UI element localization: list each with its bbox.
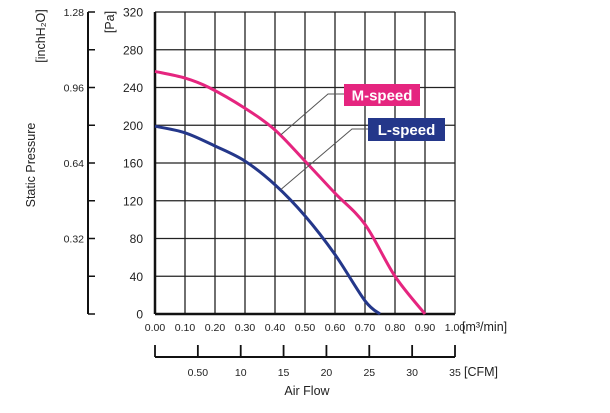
x2-tick-label: 15 xyxy=(278,367,290,379)
y-tick-label: 0 xyxy=(136,308,143,322)
x2-tick-label: 10 xyxy=(235,367,247,379)
x-tick-label: 0.90 xyxy=(415,322,436,334)
x-unit-label: [m³/min] xyxy=(462,320,507,334)
x2-unit-label: [CFM] xyxy=(464,365,498,379)
legend-box-m-speed xyxy=(344,84,420,106)
y-tick-label: 280 xyxy=(123,43,143,57)
y-tick-label: 160 xyxy=(123,157,143,171)
y2-tick-label: 1.28 xyxy=(64,7,85,19)
y-tick-label: 40 xyxy=(130,270,144,284)
x-tick-label: 0.70 xyxy=(355,322,376,334)
y-tick-label: 240 xyxy=(123,81,143,95)
x-axis-title: Air Flow xyxy=(284,384,330,398)
x2-tick-label: 35 xyxy=(449,367,461,379)
y2-unit-label: [inchH₂O] xyxy=(34,9,48,62)
x-tick-label: 0.10 xyxy=(175,322,196,334)
legend-label: L-speed xyxy=(378,122,436,139)
x2-tick-label: 25 xyxy=(363,367,375,379)
x-tick-label: 1.00 xyxy=(445,322,466,334)
x-tick-label: 0.50 xyxy=(295,322,316,334)
callout-leader xyxy=(280,128,368,190)
legend-label: M-speed xyxy=(352,88,413,105)
y-tick-label: 320 xyxy=(123,6,143,20)
legend-box-l-speed xyxy=(368,118,445,141)
x-tick-label: 0.40 xyxy=(265,322,286,334)
y-tick-label: 80 xyxy=(130,232,144,246)
x-tick-label: 0.30 xyxy=(235,322,256,334)
x-tick-label: 0.60 xyxy=(325,322,346,334)
y2-tick-label: 0.64 xyxy=(64,158,85,170)
series-line-m-speed xyxy=(154,69,427,315)
curves xyxy=(154,69,427,316)
labels: [m³/min] [CFM] Air Flow Static Pressure [inc… xyxy=(24,9,507,398)
y-unit-label: [Pa] xyxy=(103,11,117,33)
series-line-l-speed xyxy=(154,124,381,316)
x2-tick-label: 0.50 xyxy=(188,367,209,379)
x-tick-label: 0.80 xyxy=(385,322,406,334)
y2-tick-label: 0.96 xyxy=(64,83,85,95)
axes: 0.00 0.10 0.20 0.30 0.40 0.50 0.60 0.70 0.80 0.90… xyxy=(64,6,466,380)
x2-tick-label: 20 xyxy=(321,367,333,379)
callout-leader xyxy=(280,93,344,136)
y-tick-label: 120 xyxy=(123,194,143,208)
x-tick-label: 0.20 xyxy=(205,322,226,334)
y2-tick-label: 0.32 xyxy=(64,234,85,246)
y-axis-title: Static Pressure xyxy=(24,123,38,208)
y-tick-label: 200 xyxy=(123,119,143,133)
x-tick-label: 0.00 xyxy=(145,322,166,334)
x2-tick-label: 30 xyxy=(406,367,418,379)
